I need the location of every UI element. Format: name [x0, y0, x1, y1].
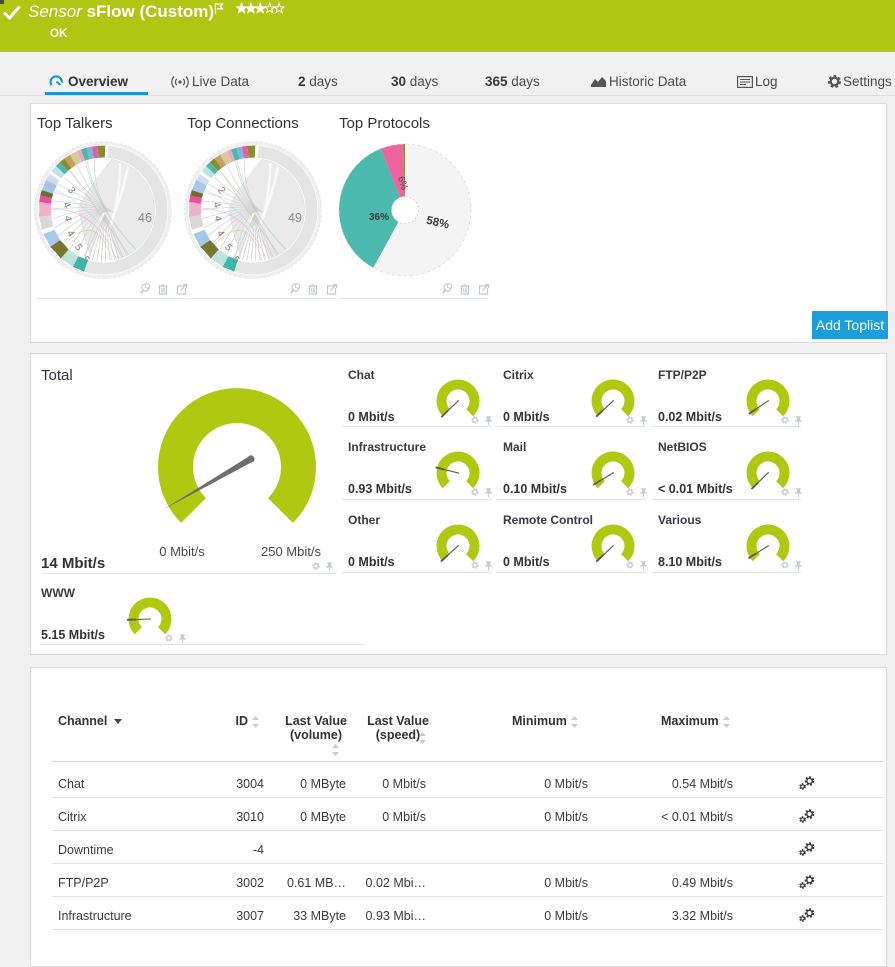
svg-text:36%: 36% — [369, 212, 389, 223]
svg-text:4: 4 — [64, 229, 77, 240]
svg-text:5: 5 — [222, 242, 234, 253]
svg-text:4: 4 — [60, 201, 72, 210]
svg-text:4: 4 — [212, 215, 224, 223]
svg-text:5: 5 — [72, 242, 84, 253]
svg-text:4: 4 — [62, 215, 74, 223]
svg-text:4: 4 — [210, 201, 222, 210]
svg-text:46: 46 — [138, 211, 152, 225]
svg-text:6%: 6% — [395, 175, 410, 192]
svg-text:3: 3 — [65, 185, 77, 196]
svg-text:49: 49 — [288, 211, 302, 225]
svg-text:58%: 58% — [425, 215, 450, 232]
svg-text:4: 4 — [214, 229, 227, 240]
svg-text:2: 2 — [215, 185, 227, 196]
